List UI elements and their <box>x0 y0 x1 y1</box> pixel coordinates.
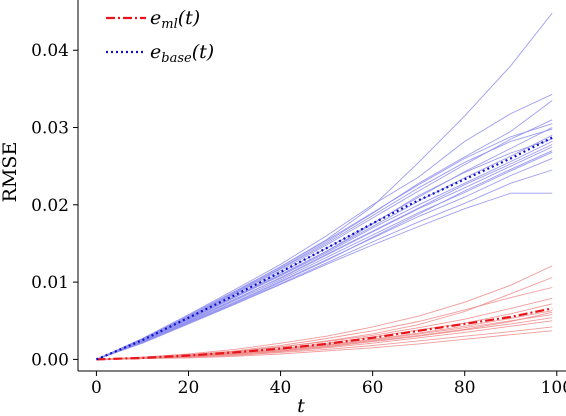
x-tick-label: 20 <box>178 378 200 398</box>
x-tick-label: 60 <box>362 378 384 398</box>
x-tick-label: 40 <box>270 378 292 398</box>
base-run-line-1 <box>96 93 553 360</box>
ml-run-line-1 <box>96 265 553 360</box>
base-run-lines <box>96 12 553 360</box>
base-run-line-3 <box>96 119 553 360</box>
legend-label: ebase(t) <box>150 41 214 66</box>
mean-lines <box>95 136 553 361</box>
base-run-line-11 <box>96 192 553 360</box>
x-tick-label: 0 <box>91 378 102 398</box>
base-run-line-15 <box>96 128 553 360</box>
ml-run-lines <box>96 265 553 360</box>
legend: eml(t) ebase(t) <box>106 7 214 66</box>
ml-run-line-3 <box>96 310 553 360</box>
base-run-line-9 <box>96 157 553 360</box>
base-run-line-2 <box>96 100 553 360</box>
y-tick-label: 0.03 <box>31 119 69 139</box>
base-run-line-6 <box>96 140 553 360</box>
axes <box>77 0 566 372</box>
base-run-line-14 <box>96 144 553 360</box>
base-run-line-13 <box>96 138 553 360</box>
y-tick-label: 0.01 <box>31 273 69 293</box>
base-run-line-16 <box>96 150 553 360</box>
base-run-line-12 <box>96 123 553 360</box>
y-tick-label: 0.02 <box>31 196 69 216</box>
mean-ml-line <box>96 307 553 361</box>
y-tick-label: 0.00 <box>31 350 69 370</box>
x-tick-label: 80 <box>454 378 476 398</box>
y-ticks: 0.00 0.01 0.02 0.03 0.04 <box>31 41 78 370</box>
x-axis-label: t <box>297 395 305 416</box>
ml-run-line-9 <box>96 317 553 360</box>
base-run-line-0 <box>96 12 553 360</box>
legend-label: eml(t) <box>150 7 200 32</box>
y-tick-label: 0.04 <box>31 41 69 61</box>
ml-run-line-6 <box>96 330 553 360</box>
ml-run-line-2 <box>96 287 553 360</box>
x-tick-label: 100 <box>541 378 566 398</box>
mean-base-line <box>95 136 553 361</box>
y-axis-label: RMSE <box>0 142 21 203</box>
x-ticks: 0 20 40 60 80 100 <box>91 371 566 398</box>
